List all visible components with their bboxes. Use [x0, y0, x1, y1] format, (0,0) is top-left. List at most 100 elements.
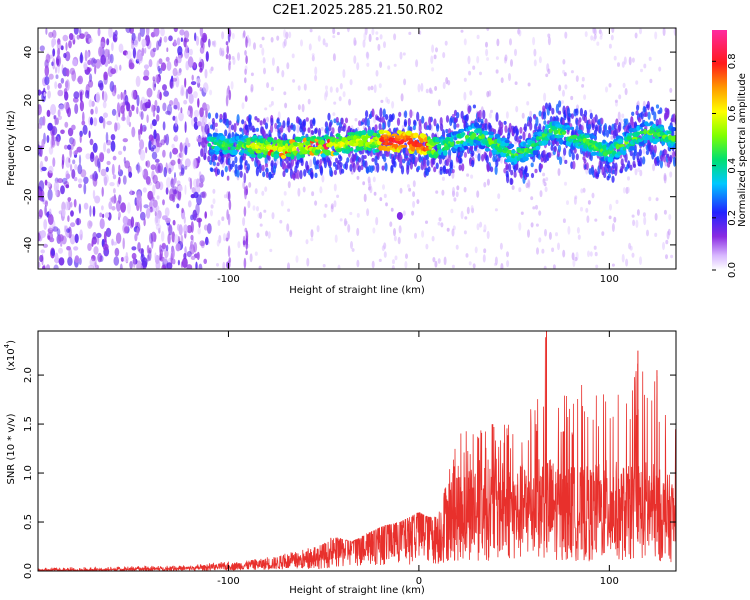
noise-cell — [162, 199, 165, 206]
band-halo-cell — [219, 113, 223, 120]
band-halo-cell — [633, 149, 638, 157]
band-core-cell — [269, 137, 274, 142]
noise-cell — [129, 190, 136, 195]
noise-cell — [196, 121, 202, 127]
band-halo-cell — [379, 107, 383, 118]
band-halo-cell — [445, 115, 450, 123]
band-core-cell — [673, 135, 676, 141]
faint-noise-cell — [622, 187, 626, 194]
faint-noise-cell — [209, 68, 213, 74]
noise-cell — [198, 263, 203, 269]
band-halo-cell — [384, 162, 388, 172]
band-halo-cell — [621, 163, 625, 169]
noise-cell — [177, 101, 180, 111]
faint-tail-cell — [362, 181, 366, 186]
band-halo-cell — [467, 105, 471, 114]
snr-frame — [37, 330, 677, 572]
noise-cell — [131, 32, 136, 42]
noise-cell — [74, 103, 79, 115]
faint-noise-cell — [259, 211, 263, 220]
band-halo-cell — [589, 112, 593, 120]
faint-noise-cell — [367, 86, 371, 91]
faint-noise-cell — [314, 74, 318, 82]
faint-noise-cell — [637, 167, 641, 173]
faint-noise-cell — [654, 31, 658, 40]
faint-noise-cell — [588, 109, 592, 113]
band-halo-cell — [309, 119, 313, 126]
band-halo-cell — [579, 107, 584, 117]
noise-cell — [92, 205, 96, 217]
noise-cell — [173, 28, 178, 33]
noise-cell — [47, 227, 54, 234]
noise-cell — [198, 61, 203, 68]
noise-cell — [103, 112, 108, 118]
noise-cell — [162, 102, 167, 112]
faint-noise-cell — [586, 215, 590, 223]
band-halo-cell — [525, 172, 530, 178]
faint-noise-cell — [463, 77, 467, 82]
faint-noise-cell — [383, 242, 387, 250]
band-halo-cell — [277, 129, 281, 139]
band-core-cell — [471, 132, 477, 139]
band-halo-cell — [376, 162, 380, 173]
noise-cell — [118, 176, 121, 185]
vertical-streak-cell — [245, 238, 248, 251]
noise-cell — [45, 28, 48, 35]
colorbar-tick-label: 0.4 — [727, 158, 738, 174]
noise-cell — [108, 201, 112, 210]
noise-cell — [103, 71, 108, 81]
faint-noise-cell — [665, 254, 668, 260]
vertical-streak-cell — [226, 87, 229, 99]
noise-cell — [135, 75, 141, 87]
noise-cell — [51, 61, 54, 67]
faint-noise-cell — [221, 216, 225, 221]
faint-noise-cell — [662, 241, 665, 251]
noise-cell — [60, 129, 65, 135]
band-halo-cell — [212, 161, 216, 166]
band-halo-cell — [449, 162, 453, 169]
band-core-cell — [497, 147, 503, 153]
vertical-streak-cell — [228, 257, 232, 264]
band-halo-cell — [303, 169, 307, 177]
noise-cell — [208, 38, 211, 48]
band-halo-cell — [312, 117, 316, 127]
noise-cell — [165, 217, 171, 224]
faint-noise-cell — [617, 111, 621, 121]
noise-cell — [52, 58, 56, 70]
faint-noise-cell — [387, 65, 391, 70]
noise-cell — [51, 38, 57, 46]
faint-noise-cell — [276, 35, 280, 41]
faint-noise-cell — [567, 225, 571, 235]
noise-cell — [72, 159, 76, 165]
faint-noise-cell — [435, 47, 438, 53]
noise-cell — [77, 178, 83, 183]
band-halo-cell — [216, 162, 220, 167]
noise-cell — [189, 48, 193, 56]
noise-cell — [181, 149, 184, 162]
faint-noise-cell — [636, 209, 640, 216]
snr-y-tick-label: 1.5 — [23, 416, 34, 432]
noise-cell — [102, 243, 109, 251]
noise-cell — [139, 28, 145, 37]
band-halo-cell — [233, 122, 237, 133]
faint-noise-cell — [368, 179, 371, 188]
band-halo-cell — [523, 123, 528, 132]
band-halo-cell — [404, 110, 408, 119]
faint-noise-cell — [324, 92, 327, 101]
faint-noise-cell — [306, 257, 310, 267]
band-core-cell — [361, 130, 367, 136]
noise-cell — [87, 220, 93, 229]
noise-cell — [154, 83, 157, 88]
faint-noise-cell — [208, 122, 211, 126]
faint-noise-cell — [486, 28, 490, 32]
noise-cell — [201, 191, 207, 199]
noise-cell — [79, 134, 82, 144]
band-halo-cell — [627, 160, 631, 169]
band-halo-cell — [290, 124, 294, 129]
noise-cell — [152, 79, 156, 92]
band-halo-cell — [357, 157, 362, 163]
snr-marks — [38, 331, 676, 571]
noise-cell — [158, 68, 163, 74]
band-halo-cell — [596, 173, 600, 178]
band-core-cell — [566, 127, 572, 131]
